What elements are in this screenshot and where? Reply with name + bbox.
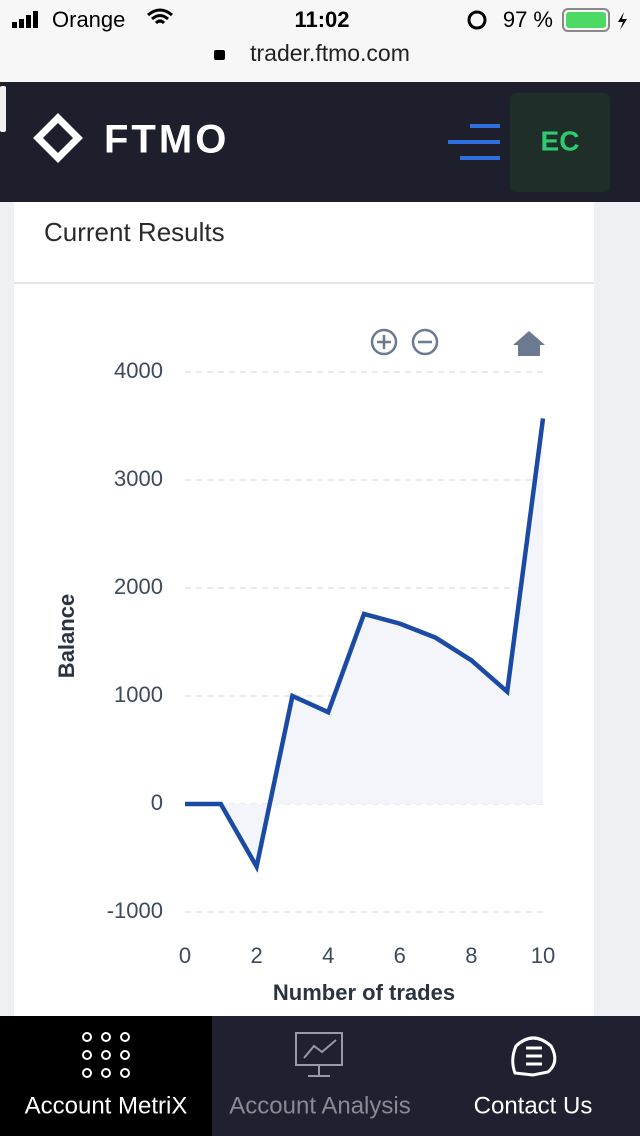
nav-item[interactable]: Account Analysis: [229, 1092, 410, 1119]
zoom-out[interactable]: [411, 328, 439, 356]
lock-icon: [214, 50, 225, 60]
x-tick-label: 0: [179, 943, 191, 968]
menu-icon[interactable]: [448, 124, 500, 160]
x-tick-label: 10: [531, 943, 555, 968]
y-tick-label: -1000: [107, 898, 163, 923]
y-tick-label: 4000: [114, 358, 163, 383]
metrix-icon: [82, 1032, 130, 1078]
carrier: Orange: [52, 7, 125, 32]
avatar-box[interactable]: [510, 93, 610, 192]
side-tab[interactable]: [0, 86, 6, 132]
url[interactable]: trader.ftmo.com: [250, 40, 410, 66]
browser-bar: [0, 0, 640, 82]
zoom-in[interactable]: [370, 328, 398, 356]
line: [185, 418, 546, 873]
y-tick-label: 2000: [114, 574, 163, 599]
logo-mark: [33, 113, 83, 163]
card: [14, 202, 594, 1016]
alarm-icon: [467, 10, 487, 30]
battery-level: 97 %: [503, 7, 553, 32]
x-tick-label: 2: [250, 943, 262, 968]
analysis-icon: [295, 1032, 343, 1077]
plot: -1000 0 1000 2000 3000 4000 0 2 4 6 8 10 Number of t…: [54, 358, 555, 1005]
y-tick-label: 0: [151, 790, 163, 815]
y-tick-label: 3000: [114, 466, 163, 491]
x-tick-label: 4: [322, 943, 334, 968]
wifi-icon: [147, 8, 173, 25]
signal-icon: [12, 11, 38, 28]
contact-icon: [511, 1036, 557, 1077]
nav-item[interactable]: Contact Us: [474, 1092, 593, 1119]
charge-icon: [618, 12, 627, 30]
logo[interactable]: FTMO: [104, 118, 229, 162]
area: [185, 418, 543, 867]
x-axis-label: Number of trades: [273, 980, 455, 1005]
reset-zoom[interactable]: [513, 331, 545, 356]
avatar[interactable]: EC: [541, 125, 580, 156]
battery-fill: [566, 12, 606, 28]
card-title: Current Results: [44, 217, 225, 247]
x-tick-label: 6: [394, 943, 406, 968]
nav-item[interactable]: Account MetriX: [25, 1092, 188, 1119]
clock: 11:02: [294, 7, 349, 32]
x-tick-label: 8: [465, 943, 477, 968]
y-axis-label: Balance: [54, 594, 79, 678]
y-tick-label: 1000: [114, 682, 163, 707]
battery-icon: [562, 8, 610, 32]
